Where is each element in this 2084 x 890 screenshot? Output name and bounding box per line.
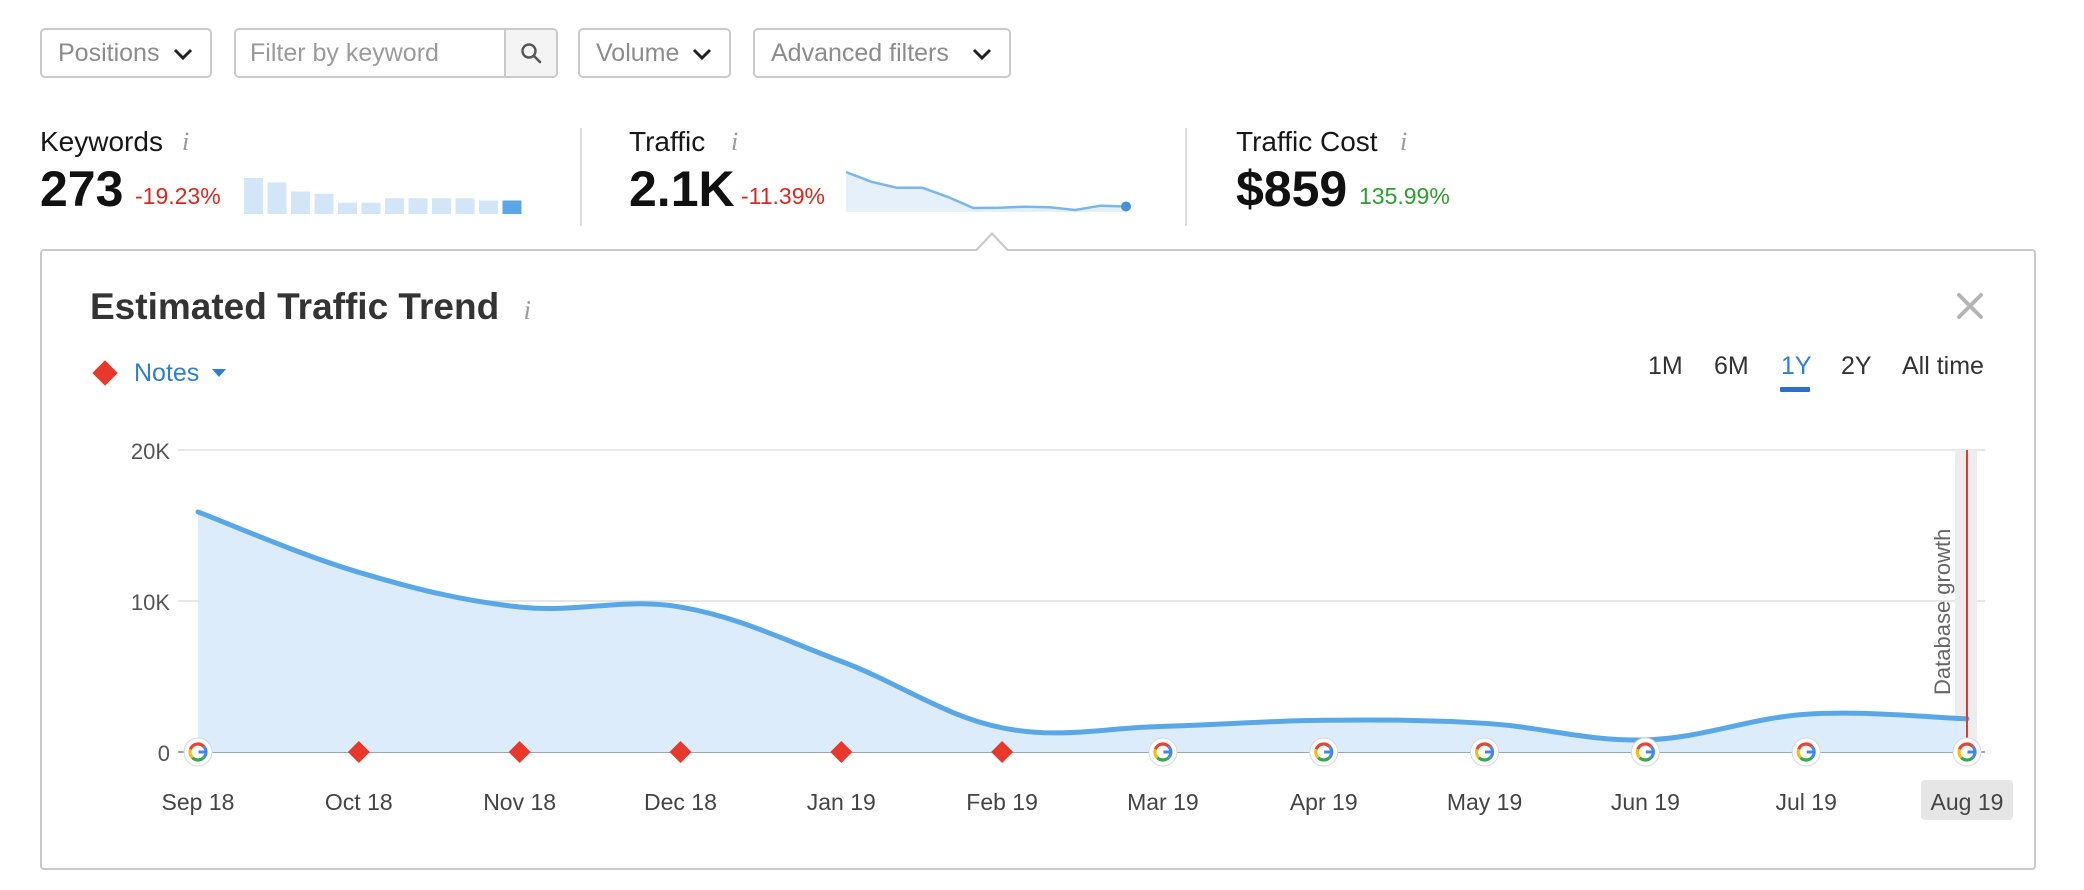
keywords-label: Keywords — [40, 126, 163, 157]
keywords-spark-bar — [432, 198, 451, 214]
keywords-delta: -19.23% — [135, 183, 221, 209]
keywords-spark-bar — [455, 198, 475, 214]
caret-down-icon — [212, 369, 227, 377]
traffic-spark-area — [846, 172, 1126, 212]
metric-divider — [580, 128, 582, 226]
x-tick-label: Jul 19 — [1775, 789, 1836, 815]
traffic-label: Traffic — [629, 126, 706, 157]
note-marker — [347, 741, 370, 763]
y-tick-label: 20K — [131, 439, 170, 464]
note-diamond-icon — [92, 360, 118, 386]
highlighted-x-bg — [1921, 780, 2013, 820]
keywords-spark-bar — [291, 191, 310, 214]
volume-dropdown[interactable]: Volume — [578, 28, 731, 78]
advanced-filters-label: Advanced filters — [771, 38, 949, 67]
search-button[interactable] — [504, 30, 556, 76]
traffic-cost-label: Traffic Cost — [1236, 126, 1378, 157]
database-growth-label: Database growth — [1930, 529, 1955, 695]
traffic-area — [198, 511, 1967, 752]
metric-divider — [1185, 128, 1187, 226]
traffic-value: 2.1K — [629, 161, 735, 217]
note-marker — [991, 741, 1014, 763]
traffic-spark-endpoint — [1121, 201, 1131, 212]
keywords-sparkline[interactable] — [244, 178, 524, 216]
period-6m[interactable]: 6M — [1714, 352, 1749, 380]
x-tick-label: Oct 18 — [325, 789, 393, 815]
note-marker — [830, 741, 853, 763]
panel-title-text: Estimated Traffic Trend — [90, 286, 500, 327]
x-tick-label: Dec 18 — [644, 789, 717, 815]
panel-info-icon[interactable]: i — [523, 295, 531, 325]
traffic-info-icon[interactable]: i — [731, 127, 739, 156]
x-tick-label: May 19 — [1447, 789, 1522, 815]
google-update-icon — [1470, 737, 1500, 767]
traffic-cost-delta: 135.99% — [1359, 183, 1450, 209]
panel-title: Estimated Traffic Trend i — [90, 286, 531, 328]
chevron-down-icon — [972, 48, 992, 61]
note-marker — [508, 741, 531, 763]
period-1m[interactable]: 1M — [1648, 352, 1683, 380]
keywords-spark-bar — [385, 198, 404, 214]
traffic-spark-line — [846, 170, 1127, 212]
traffic-trend-panel — [40, 249, 2036, 870]
positions-dropdown[interactable]: Positions — [40, 28, 212, 78]
x-tick-label: Jun 19 — [1611, 789, 1680, 815]
google-update-icon — [1952, 737, 1982, 767]
google-update-icon — [183, 737, 213, 767]
traffic-cost-value: $859 — [1236, 161, 1348, 217]
x-tick-label: Sep 18 — [162, 789, 235, 815]
google-update-icon — [1791, 737, 1821, 767]
traffic-line — [195, 509, 1970, 743]
traffic-delta: -11.39% — [741, 183, 825, 209]
keywords-spark-bar — [479, 200, 498, 214]
y-tick-label: 10K — [131, 590, 170, 615]
keywords-info-icon[interactable]: i — [182, 127, 190, 156]
google-update-icon — [1630, 737, 1660, 767]
keywords-spark-bar — [361, 202, 381, 214]
chevron-down-icon — [692, 48, 712, 61]
keywords-spark-bar — [267, 182, 287, 214]
period-1y[interactable]: 1Y — [1781, 352, 1812, 380]
keywords-spark-bar — [244, 178, 263, 214]
y-tick-label: 0 — [158, 741, 170, 766]
x-tick-label: Feb 19 — [966, 789, 1038, 815]
keyword-filter — [234, 28, 558, 78]
active-period-indicator — [1780, 387, 1810, 392]
period-2y[interactable]: 2Y — [1841, 352, 1872, 380]
x-tick-label: Nov 18 — [483, 789, 556, 815]
keywords-value: 273 — [40, 161, 124, 217]
chevron-down-icon — [173, 48, 193, 61]
note-marker — [669, 741, 692, 763]
period-all-time[interactable]: All time — [1902, 352, 1984, 380]
positions-label: Positions — [58, 38, 160, 67]
x-tick-label: Aug 19 — [1931, 789, 2004, 815]
x-tick-label: Jan 19 — [807, 789, 876, 815]
traffic-sparkline[interactable] — [846, 168, 1136, 218]
x-tick-label: Mar 19 — [1127, 789, 1199, 815]
advanced-filters-dropdown[interactable]: Advanced filters — [753, 28, 1011, 78]
search-icon — [521, 43, 542, 64]
keywords-spark-bar — [502, 200, 522, 214]
google-update-icon — [1148, 737, 1178, 767]
traffic-cost-info-icon[interactable]: i — [1400, 127, 1408, 156]
keywords-spark-bar — [338, 202, 357, 214]
notes-label: Notes — [134, 358, 200, 387]
x-tick-label: Apr 19 — [1290, 789, 1358, 815]
google-update-icon — [1309, 737, 1339, 767]
notes-dropdown[interactable]: Notes — [90, 358, 229, 388]
keywords-spark-bar — [408, 198, 428, 214]
volume-label: Volume — [596, 38, 680, 67]
close-icon[interactable] — [1950, 286, 1990, 326]
keywords-spark-bar — [314, 193, 334, 214]
keyword-search-input[interactable] — [236, 30, 504, 76]
